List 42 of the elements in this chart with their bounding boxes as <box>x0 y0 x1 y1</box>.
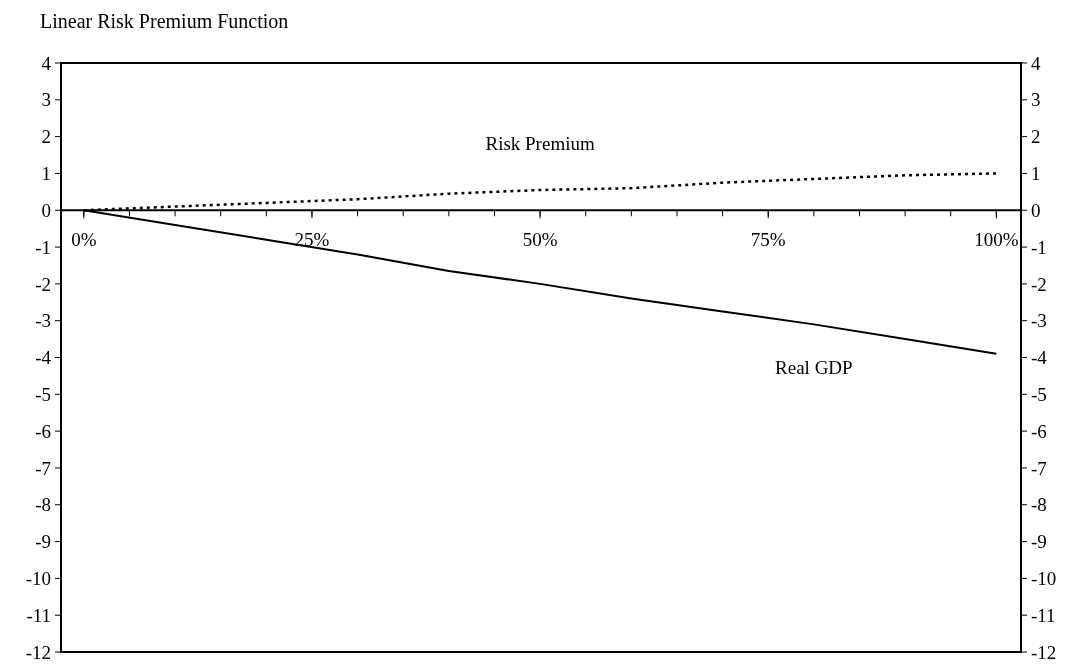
y2-tick-label: 1 <box>1031 163 1041 185</box>
y-tick-label: -4 <box>35 347 52 369</box>
series-label: Real GDP <box>775 357 853 379</box>
y-tick-label: 1 <box>41 163 51 185</box>
y-tick-label: -2 <box>35 273 51 295</box>
x-tick-label: 75% <box>750 229 786 251</box>
y2-tick-label: -4 <box>1031 347 1048 369</box>
y2-tick-label: -12 <box>1031 641 1057 663</box>
x-tick-label: 0% <box>71 229 97 251</box>
y2-tick-label: 4 <box>1031 52 1041 74</box>
y2-tick-label: -5 <box>1031 383 1047 405</box>
y-tick-label: -10 <box>25 568 51 590</box>
y-tick-label: -3 <box>35 310 51 332</box>
y-tick-label: -5 <box>35 383 51 405</box>
y2-tick-label: -8 <box>1031 494 1047 516</box>
y-tick-label: 2 <box>41 126 51 148</box>
y2-tick-label: 3 <box>1031 89 1041 111</box>
y-tick-label: 0 <box>41 199 51 221</box>
x-tick-label: 50% <box>522 229 558 251</box>
y2-tick-label: -10 <box>1031 568 1057 590</box>
y-tick-label: -12 <box>25 641 51 663</box>
y2-tick-label: -1 <box>1031 236 1047 258</box>
y-tick-label: 4 <box>41 52 52 74</box>
y-tick-label: 3 <box>41 89 51 111</box>
y-tick-label: -1 <box>35 236 51 258</box>
y-tick-label: -8 <box>35 494 51 516</box>
x-tick-label: 100% <box>974 229 1019 251</box>
y-tick-label: -7 <box>35 457 51 479</box>
y2-tick-label: -7 <box>1031 457 1047 479</box>
y-tick-label: -6 <box>35 420 51 442</box>
y2-tick-label: 2 <box>1031 126 1041 148</box>
y2-tick-label: -11 <box>1031 604 1056 626</box>
y2-tick-label: -3 <box>1031 310 1047 332</box>
y2-tick-label: -2 <box>1031 273 1047 295</box>
y2-tick-label: -6 <box>1031 420 1047 442</box>
y2-tick-label: -9 <box>1031 531 1047 553</box>
y-tick-label: -11 <box>26 604 51 626</box>
x-tick-label: 25% <box>294 229 330 251</box>
chart-title: Linear Risk Premium Function <box>40 10 289 32</box>
series-label: Risk Premium <box>485 133 595 154</box>
y2-tick-label: 0 <box>1031 199 1041 221</box>
y-tick-label: -9 <box>35 531 51 553</box>
